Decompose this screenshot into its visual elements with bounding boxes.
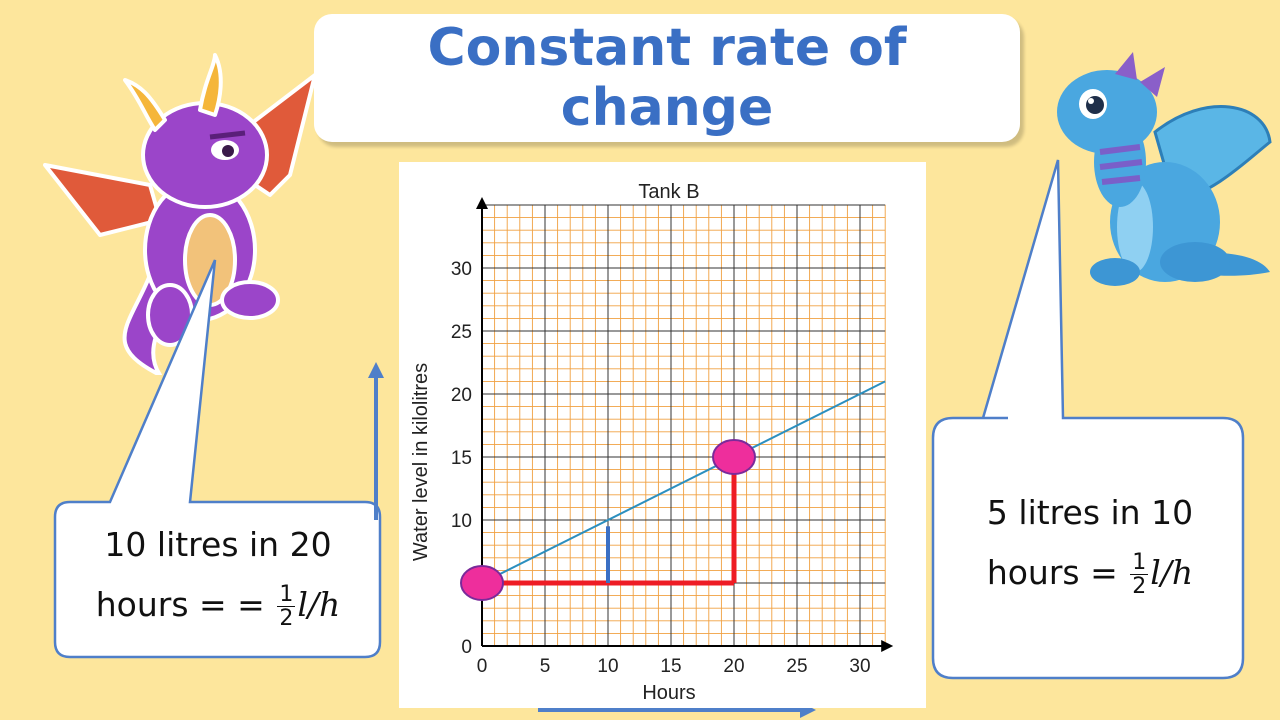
chart-title: Tank B <box>638 181 699 203</box>
title-line-1: Constant rate of <box>427 18 907 78</box>
y-tick-label: 25 <box>451 322 472 343</box>
y-axis-arrowhead <box>476 197 488 209</box>
right-frac-num: 1 <box>1130 550 1149 575</box>
series-line <box>481 380 886 584</box>
y-tick-label: 0 <box>461 637 472 658</box>
right-bubble-prefix: hours = <box>986 553 1118 592</box>
title-line-2: change <box>560 78 774 138</box>
x-tick-label: 10 <box>597 656 618 677</box>
x-tick-label: 15 <box>660 656 681 677</box>
y-tick-labels: 0 10 15 20 25 30 <box>451 259 472 658</box>
highlight-point <box>460 565 504 601</box>
tank-b-chart: 0 5 10 15 20 25 30 0 10 15 20 25 30 Tank B Hours Wa… <box>410 181 894 704</box>
x-tick-label: 5 <box>540 656 551 677</box>
right-frac-den: 2 <box>1132 574 1147 599</box>
x-tick-label: 30 <box>849 656 870 677</box>
right-speech-bubble <box>931 159 1245 680</box>
left-speech-bubble <box>53 259 382 659</box>
right-bubble-line-2: hours = 1 2 l/h <box>935 543 1245 603</box>
x-tick-label: 20 <box>723 656 744 677</box>
title-box: Constant rate of change <box>314 14 1020 142</box>
left-bubble-line-1: 10 litres in 20 <box>104 525 332 564</box>
y-tick-label: 20 <box>451 385 472 406</box>
chart-card: 0 5 10 15 20 25 30 0 10 15 20 25 30 Tank B Hours Wa… <box>399 162 926 708</box>
left-frac-den: 2 <box>279 606 294 631</box>
left-bubble-unit: l/h <box>297 585 341 624</box>
highlight-point <box>712 439 756 475</box>
blue-dragon-image <box>1057 52 1272 286</box>
y-tick-label: 30 <box>451 259 472 280</box>
x-axis-label: Hours <box>642 682 695 704</box>
left-bubble-text: 10 litres in 20 hours = = 1 2 l/h <box>58 515 378 635</box>
left-bubble-line-2: hours = = 1 2 l/h <box>58 575 378 635</box>
left-bubble-prefix: hours = = <box>95 585 265 624</box>
x-tick-label: 25 <box>786 656 807 677</box>
x-axis-arrowhead <box>881 640 894 652</box>
y-axis-label: Water level in kilolitres <box>410 363 432 561</box>
x-tick-label: 0 <box>477 656 488 677</box>
chart-marks <box>460 380 886 601</box>
right-bubble-unit: l/h <box>1150 553 1194 592</box>
right-bubble-text: 5 litres in 10 hours = 1 2 l/h <box>935 483 1245 603</box>
y-tick-label: 10 <box>451 511 472 532</box>
left-frac-num: 1 <box>277 582 296 607</box>
vertical-arrow-icon <box>368 362 384 520</box>
right-bubble-line-1: 5 litres in 10 <box>986 493 1194 532</box>
x-tick-labels: 0 5 10 15 20 25 30 <box>477 656 871 677</box>
grid-minor <box>481 204 886 647</box>
y-tick-label: 15 <box>451 448 472 469</box>
